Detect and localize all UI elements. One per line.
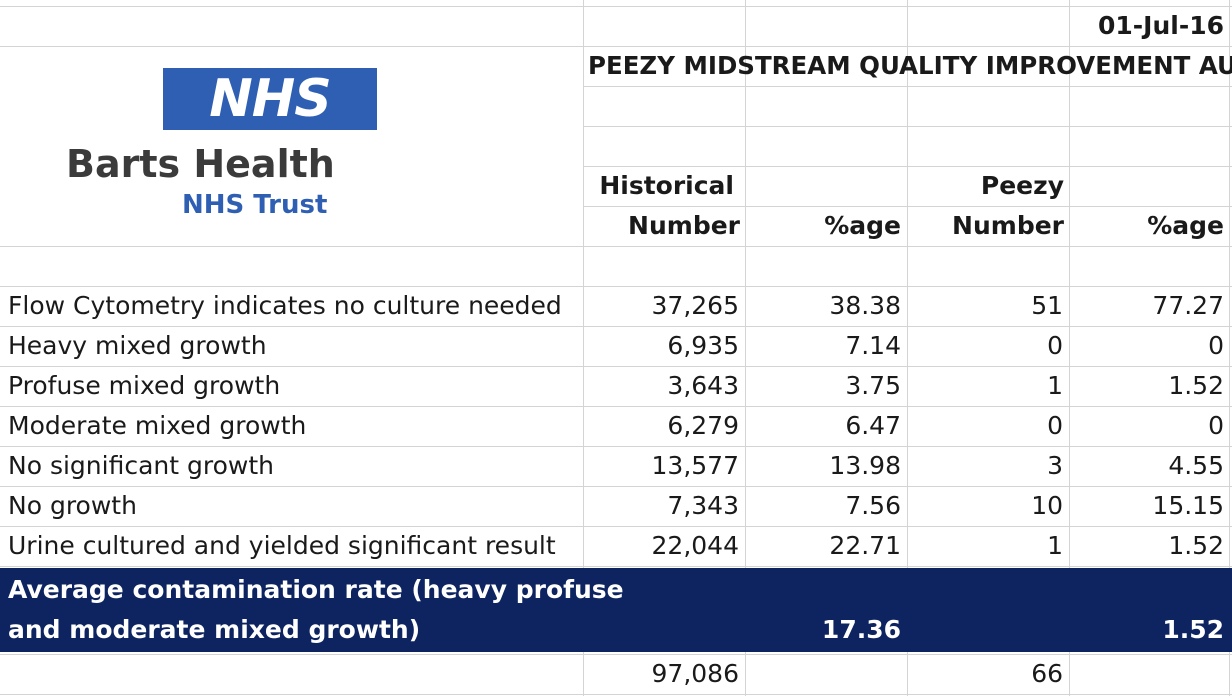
hist-pct: 22.71: [829, 531, 901, 560]
org-name: Barts Health: [66, 142, 335, 186]
summary-peezy-pct: 1.52: [1162, 615, 1224, 644]
row-label: Heavy mixed growth: [8, 331, 267, 360]
hist-pct: 7.14: [845, 331, 901, 360]
hist-number: 37,265: [651, 291, 739, 320]
hist-number: 3,643: [667, 371, 739, 400]
peezy-number: 3: [1047, 451, 1063, 480]
peezy-number: 0: [1047, 331, 1063, 360]
hist-pct: 13.98: [829, 451, 901, 480]
trust-name: NHS Trust: [182, 190, 328, 220]
row-label: No growth: [8, 491, 137, 520]
summary-band: Average contamination rate (heavy profus…: [0, 568, 1232, 652]
peezy-number: 1: [1047, 531, 1063, 560]
row-label: No significant growth: [8, 451, 274, 480]
summary-label-line2: and moderate mixed growth): [8, 615, 421, 644]
peezy-pct: 77.27: [1152, 291, 1224, 320]
peezy-number: 0: [1047, 411, 1063, 440]
hist-number: 7,343: [667, 491, 739, 520]
barts-health-logo: NHS Barts Health NHS Trust: [60, 68, 377, 228]
hist-number: 13,577: [651, 451, 739, 480]
nhs-logo-mark: NHS: [163, 68, 377, 130]
col-historical-number: Number: [628, 211, 740, 240]
peezy-pct: 4.55: [1168, 451, 1224, 480]
hist-number: 6,279: [667, 411, 739, 440]
report-date: 01-Jul-16: [1097, 11, 1224, 40]
row-label: Urine cultured and yielded significant r…: [8, 531, 556, 560]
peezy-pct: 1.52: [1168, 531, 1224, 560]
row-label: Profuse mixed growth: [8, 371, 281, 400]
col-peezy-pct: %age: [1147, 211, 1224, 240]
report-title: PEEZY MIDSTREAM QUALITY IMPROVEMENT AUDI…: [588, 51, 1232, 80]
peezy-number: 10: [1031, 491, 1063, 520]
summary-label-line1: Average contamination rate (heavy profus…: [8, 575, 624, 604]
total-peezy-number: 66: [1031, 659, 1063, 688]
peezy-number: 1: [1047, 371, 1063, 400]
summary-hist-pct: 17.36: [821, 615, 901, 644]
col-historical-label: Historical: [599, 171, 734, 200]
peezy-pct: 1.52: [1168, 371, 1224, 400]
row-label: Flow Cytometry indicates no culture need…: [8, 291, 562, 320]
col-historical-pct: %age: [824, 211, 901, 240]
hist-pct: 7.56: [845, 491, 901, 520]
hist-pct: 38.38: [829, 291, 901, 320]
hist-number: 6,935: [667, 331, 739, 360]
hist-pct: 6.47: [845, 411, 901, 440]
row-label: Moderate mixed growth: [8, 411, 307, 440]
peezy-number: 51: [1031, 291, 1063, 320]
hist-number: 22,044: [651, 531, 739, 560]
peezy-pct: 0: [1208, 411, 1224, 440]
peezy-pct: 15.15: [1152, 491, 1224, 520]
hist-pct: 3.75: [845, 371, 901, 400]
total-hist-number: 97,086: [651, 659, 739, 688]
col-peezy-number: Number: [952, 211, 1064, 240]
col-peezy-label: Peezy: [980, 171, 1064, 200]
peezy-pct: 0: [1208, 331, 1224, 360]
